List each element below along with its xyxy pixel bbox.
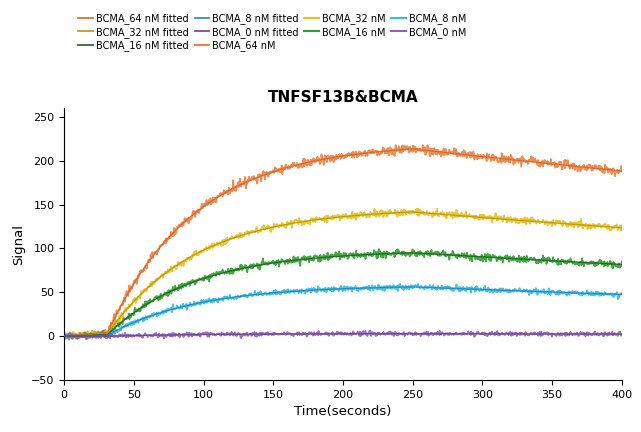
Title: TNFSF13B&BCMA: TNFSF13B&BCMA (268, 90, 418, 105)
Legend: BCMA_64 nM fitted, BCMA_32 nM fitted, BCMA_16 nM fitted, BCMA_8 nM fitted, BCMA_: BCMA_64 nM fitted, BCMA_32 nM fitted, BC… (74, 10, 470, 55)
Y-axis label: Signal: Signal (12, 224, 26, 264)
X-axis label: Time(seconds): Time(seconds) (294, 406, 392, 419)
